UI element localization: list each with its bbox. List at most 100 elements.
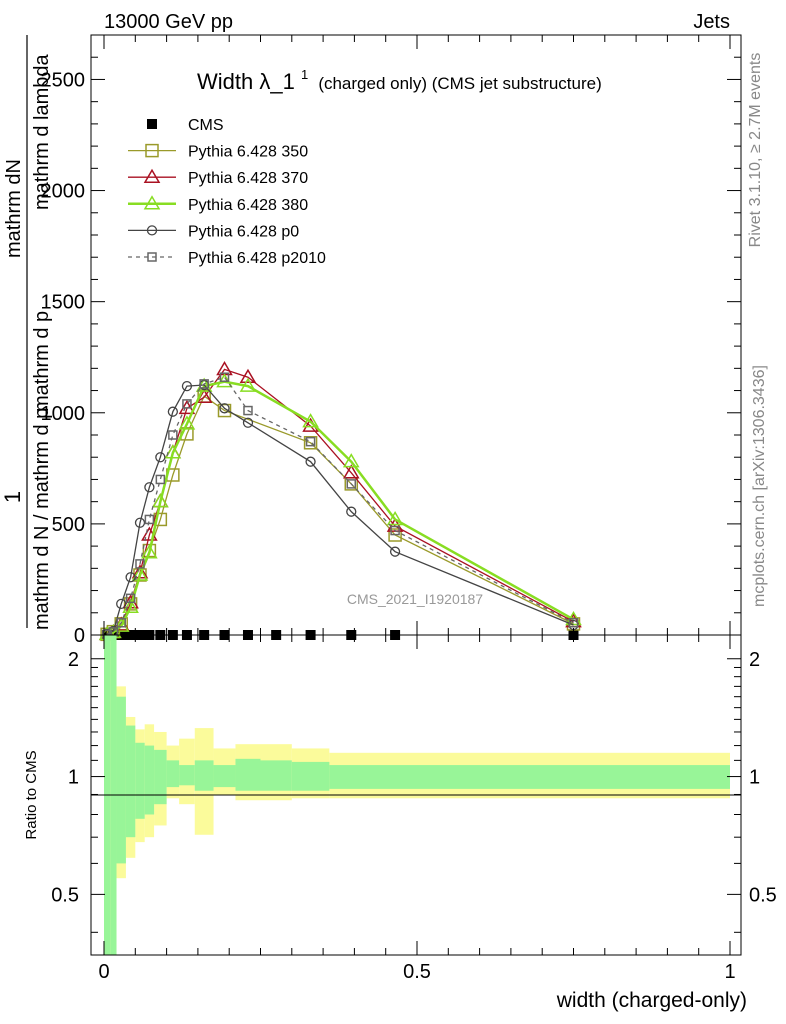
data-point-p2010 (155, 474, 166, 485)
data-point-p2010 (125, 593, 136, 604)
data-point-p0 (219, 403, 230, 414)
ratio-band-inner (125, 725, 136, 838)
data-point-p380 (178, 415, 196, 430)
ratio-band-inner (144, 745, 155, 815)
main-ylabel: 1 mathrm d N / mathrm d p mathrm dN math… (0, 35, 53, 630)
main-ytick-label: 1000 (41, 403, 86, 425)
ratio-band-inner (235, 758, 261, 791)
ratio-plot-frame (90, 634, 742, 956)
data-point-p380 (386, 510, 404, 526)
legend-marker-p0 (146, 225, 158, 236)
plot-title-sup: 1 (301, 67, 308, 82)
x-axis-label: width (charged-only) (556, 989, 747, 1012)
data-point-p380 (239, 377, 257, 392)
data-point-p380 (164, 444, 182, 459)
legend-marker-p370 (143, 168, 161, 183)
legend-label-p2010: Pythia 6.428 p2010 (188, 250, 326, 267)
data-point-p2010 (346, 479, 357, 489)
data-point-p370 (342, 464, 360, 479)
series-p350 (100, 389, 581, 642)
plot-title-main: Width λ_1 (197, 69, 295, 94)
data-point-p380 (152, 493, 169, 508)
legend-item-p0: Pythia 6.428 p0 (128, 223, 299, 240)
data-point-p2010 (182, 399, 192, 409)
main-ylabel-line3: mathrm d p (31, 311, 53, 412)
data-point-p380 (302, 413, 319, 428)
ratio-xtick-label: 0 (98, 961, 109, 983)
data-point-p0 (125, 572, 136, 583)
ratio-band-inner (116, 696, 126, 864)
data-point-p0 (167, 406, 179, 417)
ratio-ytick-label: 2 (68, 649, 79, 671)
legend-label-p350: Pythia 6.428 350 (188, 144, 308, 161)
ratio-band-inner (329, 765, 730, 789)
series-p0 (101, 379, 579, 640)
legend-item-p350: Pythia 6.428 350 (128, 144, 308, 161)
main-ytick-label: 0 (74, 625, 85, 647)
ratio-ytick-label-right: 1 (749, 767, 760, 789)
data-point-p0 (242, 417, 254, 428)
data-point-p380 (141, 544, 158, 559)
series-line-p0 (106, 384, 574, 635)
data-point-p380 (342, 453, 360, 468)
ratio-band-inner (291, 761, 330, 791)
ratio-plot: 0.5 0.5 1 1 2 2 0 0.5 1 (51, 634, 777, 983)
data-point-p2010 (305, 436, 316, 447)
series-line-p2010 (106, 376, 574, 635)
energy-label: 13000 GeV pp (104, 11, 233, 33)
ratio-ytick-label-right: 2 (749, 649, 760, 671)
ratio-band-inner (260, 760, 292, 791)
main-ytick-label: 2000 (41, 181, 86, 203)
ratio-band-inner (194, 760, 214, 791)
data-point-p0 (305, 456, 316, 467)
mcplots-label: mcplots.cern.ch [arXiv:1306.3436] (751, 365, 768, 607)
data-point-p2010 (568, 618, 579, 628)
data-point-p2010 (116, 618, 126, 628)
data-point-p0 (181, 380, 193, 392)
process-label: Jets (693, 11, 730, 33)
main-ylabel-line2: mathrm dN (3, 159, 25, 258)
ratio-xtick-label: 0.5 (403, 961, 431, 983)
ratio-xtick-label: 1 (724, 961, 735, 983)
main-ylabel-line4: mathrm d lambda (31, 54, 53, 210)
ratio-band-inner (179, 765, 195, 786)
ratio-ytick-label: 0.5 (51, 884, 79, 906)
data-point-p0 (155, 452, 166, 463)
data-point-p2010 (199, 379, 209, 389)
legend-label-p370: Pythia 6.428 370 (188, 170, 308, 187)
legend-marker-cms (147, 119, 157, 129)
data-point-p0 (134, 517, 146, 528)
series-line-p380 (106, 380, 575, 636)
legend-marker-p2010 (147, 252, 157, 262)
plot-title-note: (charged only) (CMS jet substructure) (318, 74, 601, 93)
rivet-label: Rivet 3.1.10, ≥ 2.7M events (747, 53, 764, 248)
legend-marker-p350 (145, 143, 159, 158)
legend-label-p380: Pythia 6.428 380 (188, 197, 308, 214)
analysis-label: CMS_2021_I1920187 (347, 591, 483, 607)
legend-label-cms: CMS (188, 117, 224, 134)
data-point-p0 (116, 598, 127, 610)
legend: CMS Pythia 6.428 350 Pythia 6.428 370 Pythi… (128, 117, 326, 267)
main-ylabel-prefix: 1 (0, 491, 25, 503)
series-p2010 (102, 372, 579, 640)
main-ytick-label: 2500 (41, 69, 86, 91)
ratio-ytick-label: 1 (68, 767, 79, 789)
data-point-p370 (239, 368, 257, 383)
main-ytick-label: 1500 (41, 292, 86, 314)
data-point-p2010 (219, 372, 230, 382)
ratio-band-inner (166, 760, 180, 788)
data-point-p0 (346, 506, 357, 517)
ratio-ytick-label-right: 0.5 (749, 884, 777, 906)
plot-title: Width λ_1 1 (charged only) (CMS jet subs… (197, 59, 602, 94)
data-point-p350 (388, 528, 402, 542)
main-ylabel-line1: mathrm d N / mathrm d p (31, 408, 53, 630)
main-plot: 0 500 1000 1500 2000 2500 (41, 34, 742, 647)
legend-item-cms: CMS (147, 117, 224, 134)
data-point-p0 (144, 482, 155, 493)
legend-item-p370: Pythia 6.428 370 (128, 168, 308, 187)
legend-label-p0: Pythia 6.428 p0 (188, 223, 299, 240)
data-point-p350 (217, 403, 232, 418)
legend-item-p2010: Pythia 6.428 p2010 (128, 250, 326, 267)
legend-item-p380: Pythia 6.428 380 (128, 195, 308, 214)
